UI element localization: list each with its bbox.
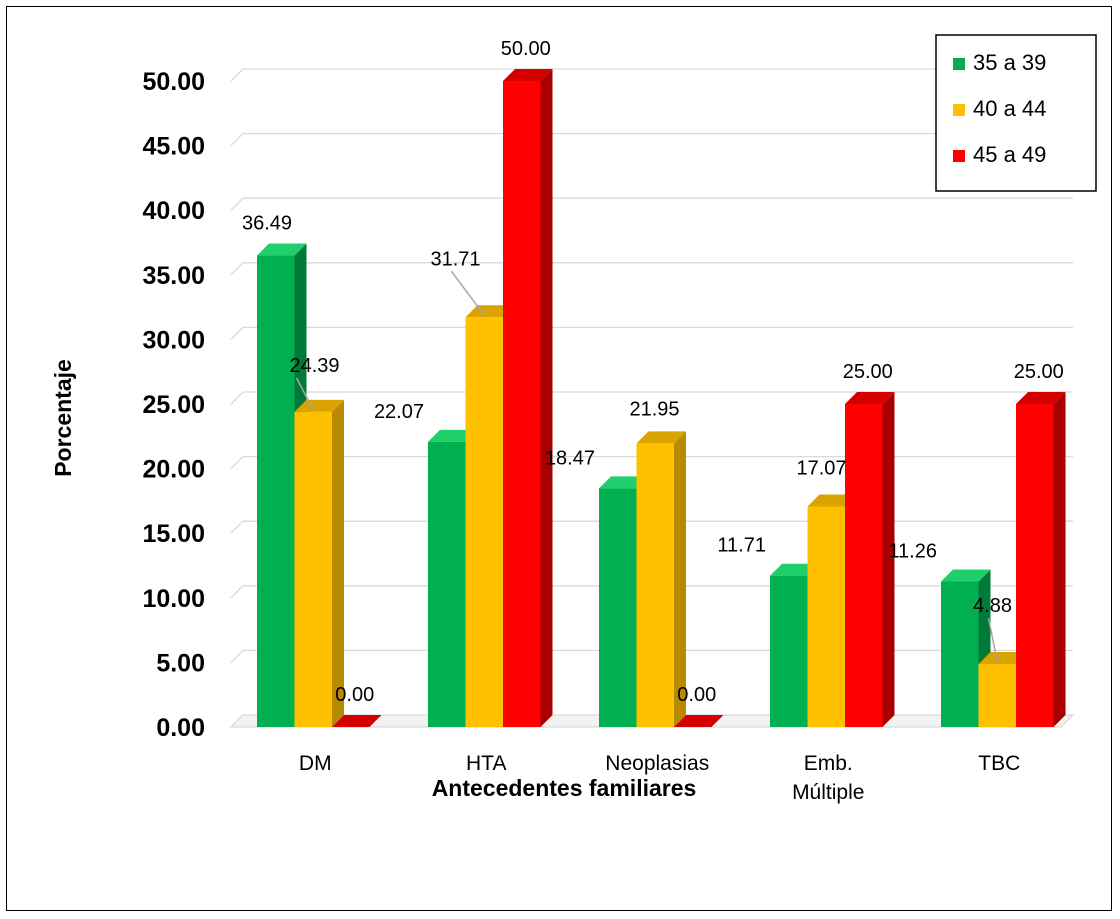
- x-tick-label: Emb.: [804, 752, 853, 775]
- leader-line: [295, 377, 314, 411]
- gridline-depth: [230, 649, 244, 663]
- gridline-depth: [230, 585, 244, 599]
- data-labels: 36.49 22.07 18.47 11.71 11.26 24.39 31.71 21.95…: [242, 38, 1064, 706]
- data-label: 25.00: [1014, 361, 1064, 383]
- data-label: 18.47: [545, 447, 595, 469]
- bar-side: [674, 431, 686, 727]
- data-label: 31.71: [430, 248, 480, 270]
- data-label: 25.00: [843, 361, 893, 383]
- y-tick-label: 15.00: [142, 520, 205, 548]
- bar-top: [294, 399, 344, 412]
- bar-top: [978, 651, 1028, 664]
- bar: [465, 317, 503, 727]
- gridline-depth: [230, 391, 244, 405]
- legend: 35 a 39 40 a 44 45 a 49: [935, 34, 1097, 192]
- bar-top: [465, 305, 515, 318]
- bar-chart: 36.49 22.07 18.47 11.71 11.26 24.39 31.71 21.95…: [50, 34, 1097, 804]
- legend-label: 35 a 39: [973, 50, 1046, 75]
- bar: [257, 255, 295, 727]
- x-tick-label: Neoplasias: [605, 752, 709, 775]
- bar-top: [845, 392, 895, 404]
- gridline-depth: [230, 197, 244, 211]
- y-tick-label: 25.00: [142, 391, 205, 419]
- y-tick-label: 20.00: [142, 456, 205, 484]
- bar-top: [503, 69, 553, 81]
- x-axis-ticks: DM HTA Neoplasias Emb. Múltiple TBC: [299, 752, 1020, 804]
- data-label: 22.07: [374, 401, 424, 423]
- x-tick-label: HTA: [466, 752, 506, 775]
- bar-top: [428, 429, 478, 442]
- data-label: 11.26: [888, 541, 937, 563]
- data-label: 0.00: [335, 684, 374, 706]
- bar-top: [599, 476, 649, 489]
- data-label: 0.00: [677, 684, 716, 706]
- y-tick-label: 35.00: [142, 262, 205, 290]
- x-tick-label: TBC: [978, 752, 1020, 775]
- legend-label: 40 a 44: [973, 96, 1046, 121]
- bar-top: [807, 494, 857, 507]
- gridline-depth: [230, 456, 244, 470]
- x-tick-label: Múltiple: [792, 781, 864, 804]
- gridline-depth: [230, 68, 244, 82]
- y-tick-label: 45.00: [142, 133, 205, 161]
- bar: [770, 575, 808, 727]
- chart-frame: 36.49 22.07 18.47 11.71 11.26 24.39 31.71 21.95…: [6, 6, 1112, 911]
- gridline-depth: [230, 262, 244, 276]
- bar: [636, 443, 674, 727]
- bar-top: [770, 563, 820, 576]
- y-axis-ticks: 0.00 5.00 10.00 15.00 20.00 25.00 30.00 35.00 40…: [142, 68, 205, 742]
- data-label: 4.88: [973, 595, 1012, 617]
- bar-side: [540, 69, 553, 727]
- leader-line: [450, 270, 485, 316]
- bar: [428, 441, 466, 727]
- y-tick-label: 30.00: [142, 326, 205, 354]
- legend-label: 45 a 49: [973, 142, 1046, 167]
- leader-line: [987, 617, 998, 663]
- y-tick-label: 5.00: [156, 649, 205, 677]
- bars: [257, 69, 1066, 727]
- gridline-depth: [230, 326, 244, 340]
- bar-top: [636, 431, 686, 444]
- bar-top: [257, 243, 307, 256]
- bar-top: [1016, 392, 1066, 404]
- data-label: 17.07: [796, 457, 846, 479]
- y-tick-label: 40.00: [142, 197, 205, 225]
- leader-lines: [295, 270, 998, 663]
- bar-top: [941, 569, 991, 582]
- bar: [807, 506, 845, 727]
- x-axis-title: Antecedentes familiares: [432, 775, 697, 801]
- data-label: 50.00: [501, 38, 551, 60]
- bar-top: [332, 715, 382, 727]
- bar: [294, 411, 332, 727]
- y-tick-label: 0.00: [156, 714, 205, 742]
- gridline-depth: [230, 133, 244, 147]
- x-tick-label: DM: [299, 752, 332, 775]
- y-axis-title: Porcentaje: [50, 359, 76, 477]
- bar: [845, 404, 883, 727]
- data-label: 21.95: [629, 398, 679, 420]
- legend-swatch: [953, 150, 965, 162]
- bar: [503, 81, 541, 727]
- data-label: 11.71: [717, 535, 766, 557]
- gridline-depth: [230, 520, 244, 534]
- data-label: 24.39: [289, 355, 339, 377]
- bar-side: [332, 399, 344, 727]
- y-tick-label: 10.00: [142, 585, 205, 613]
- y-tick-label: 50.00: [142, 68, 205, 96]
- data-label: 36.49: [242, 213, 292, 235]
- bar-side: [1053, 392, 1066, 727]
- bar: [1016, 404, 1054, 727]
- bar: [941, 581, 979, 727]
- bar-top: [674, 715, 724, 727]
- legend-swatch: [953, 104, 965, 116]
- bar: [599, 488, 637, 727]
- legend-swatch: [953, 58, 965, 70]
- bar: [978, 663, 1016, 727]
- bar-side: [882, 392, 895, 727]
